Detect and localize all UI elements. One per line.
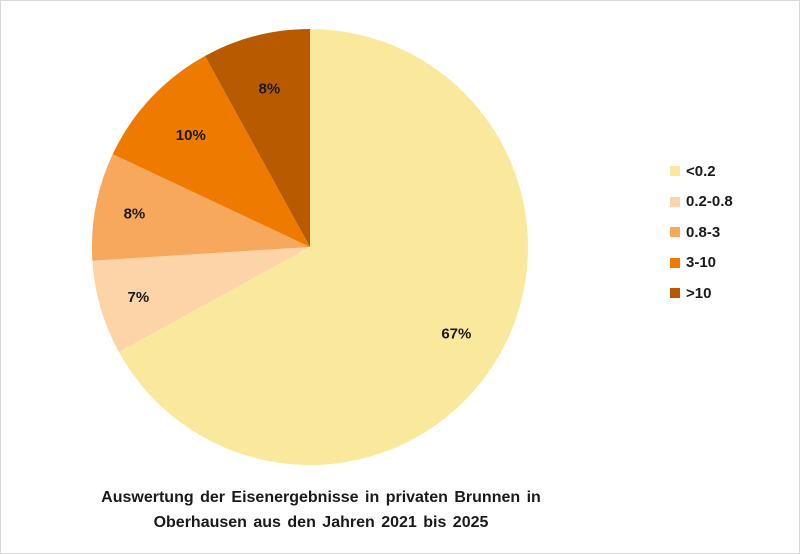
- legend-item-gt-10: >10: [670, 278, 733, 309]
- legend-item-3-10: 3-10: [670, 248, 733, 279]
- legend-label: <0.2: [686, 162, 716, 180]
- pie-slice-label-2: 7%: [127, 289, 149, 306]
- pie-slice-3: [92, 154, 311, 261]
- legend-label: >10: [686, 284, 712, 302]
- legend-item-0-8-3: 0.8-3: [670, 217, 733, 248]
- pie-slice-5: [204, 29, 310, 247]
- legend-label: 0.2-0.8: [686, 193, 733, 211]
- legend-item-0-2-0-8: 0.2-0.8: [670, 187, 733, 218]
- legend-label: 3-10: [686, 254, 717, 272]
- pie-slice-2: [92, 247, 310, 353]
- pie-slice-1: [118, 29, 528, 466]
- legend-swatch: [670, 166, 680, 177]
- chart-title: Auswertung der Eisenergebnisse in privat…: [61, 485, 581, 535]
- pie-slice-label-3: 8%: [124, 206, 146, 223]
- chart-title-line-1: Auswertung der Eisenergebnisse in privat…: [101, 489, 541, 506]
- pie-slice-label-4: 10%: [176, 127, 206, 144]
- legend-swatch: [670, 288, 680, 299]
- pie-slice-label-1: 67%: [441, 326, 471, 343]
- legend: <0.2 0.2-0.8 0.8-3 3-10 >10: [670, 156, 733, 309]
- pie-slice-4: [112, 55, 310, 247]
- chart-title-line-2: Oberhausen aus den Jahren 2021 bis 2025: [153, 514, 489, 531]
- legend-item-lt-0-2: <0.2: [670, 156, 733, 187]
- legend-swatch: [670, 196, 680, 207]
- legend-swatch: [670, 227, 680, 238]
- legend-label: 0.8-3: [686, 223, 721, 241]
- legend-swatch: [670, 257, 680, 268]
- pie-slice-label-5: 8%: [258, 81, 280, 98]
